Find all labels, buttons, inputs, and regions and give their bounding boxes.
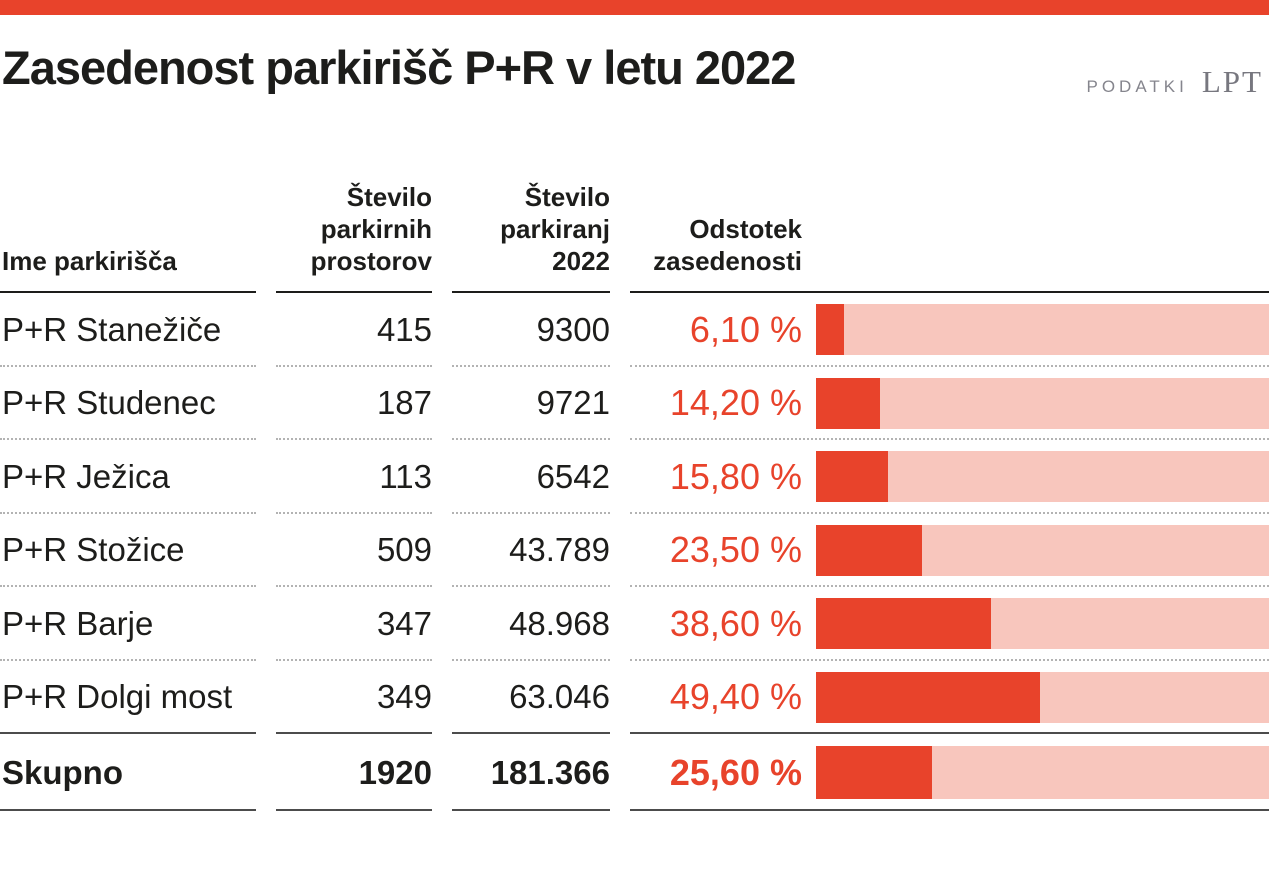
header-rule-segment xyxy=(452,291,610,293)
table-body: P+R Stanežiče 415 9300 6,10 % P+R Studen… xyxy=(0,293,1269,811)
row-rule-segment xyxy=(276,511,432,514)
row-rule-segment xyxy=(452,585,610,587)
row-occupancy-label: 38,60 % xyxy=(669,602,802,644)
header-rule-segment xyxy=(276,291,432,293)
row-spaces-value: 415 xyxy=(376,310,432,348)
row-occupancy-label: 23,50 % xyxy=(669,529,802,571)
header-rule-segment xyxy=(0,291,256,293)
occupancy-bar-fill xyxy=(816,524,923,576)
row-rule-segment xyxy=(630,658,1269,661)
row-rule-segment xyxy=(452,438,610,440)
source-name: LPT xyxy=(1201,64,1263,99)
row-rule-segment xyxy=(630,732,1269,734)
row-rule-segment xyxy=(452,364,610,367)
column-header-parkings: Število parkiranj 2022 xyxy=(500,182,610,276)
row-occupancy-label: 25,60 % xyxy=(669,751,802,793)
page-title: Zasedenost parkirišč P+R v letu 2022 xyxy=(2,41,796,94)
occupancy-bar-track xyxy=(816,304,1269,355)
row-rule-segment xyxy=(630,364,1269,367)
row-name: P+R Barje xyxy=(2,604,154,642)
column-header-spaces: Število parkirnih prostorov xyxy=(310,182,432,276)
row-name: P+R Studenec xyxy=(2,384,216,422)
row-rule-segment xyxy=(0,511,256,514)
row-occupancy-label: 14,20 % xyxy=(669,382,802,424)
occupancy-bar-fill xyxy=(816,598,991,649)
row-rule-segment xyxy=(630,585,1269,587)
row-rule-segment xyxy=(0,658,256,661)
header-rule-segment xyxy=(630,291,1269,293)
top-accent-bar xyxy=(0,0,1269,15)
row-rule-segment xyxy=(0,585,256,587)
row-spaces-value: 509 xyxy=(376,531,432,569)
occupancy-bar-fill xyxy=(816,451,888,502)
row-spaces-value: 347 xyxy=(376,604,432,642)
row-rule-segment xyxy=(276,732,432,734)
row-spaces-value: 1920 xyxy=(358,753,432,791)
occupancy-bar-fill xyxy=(816,377,881,429)
row-rule-segment xyxy=(0,732,256,734)
row-occupancy-label: 49,40 % xyxy=(669,676,802,718)
row-rule-segment xyxy=(0,809,256,811)
row-rule-segment xyxy=(276,658,432,661)
row-spaces-value: 113 xyxy=(379,457,432,495)
row-rule-segment xyxy=(452,511,610,514)
row-occupancy-label: 6,10 % xyxy=(689,308,802,350)
table-row: P+R Stožice 509 43.789 23,50 % xyxy=(0,514,1269,587)
row-rule-segment xyxy=(0,438,256,440)
table-row: P+R Ježica 113 6542 15,80 % xyxy=(0,440,1269,514)
occupancy-bar-track xyxy=(816,746,1269,799)
row-name: P+R Stanežiče xyxy=(2,310,222,348)
row-parkings-value: 6542 xyxy=(536,457,610,495)
row-parkings-value: 48.968 xyxy=(509,604,610,642)
table-row: P+R Studenec 187 9721 14,20 % xyxy=(0,367,1269,440)
row-spaces-value: 187 xyxy=(376,384,432,422)
occupancy-bar-track xyxy=(816,598,1269,649)
row-rule-segment xyxy=(630,438,1269,440)
row-rule-segment xyxy=(452,658,610,661)
row-name: P+R Ježica xyxy=(2,457,170,495)
table-row: Skupno 1920 181.366 25,60 % xyxy=(0,734,1269,811)
row-name: P+R Dolgi most xyxy=(2,678,233,716)
occupancy-bar-track xyxy=(816,524,1269,576)
column-header-occupancy: Odstotek zasedenosti xyxy=(653,214,802,276)
column-header-name: Ime parkirišča xyxy=(2,246,177,276)
row-name: Skupno xyxy=(2,753,123,791)
row-parkings-value: 43.789 xyxy=(509,531,610,569)
row-rule-segment xyxy=(0,364,256,367)
occupancy-bar-track xyxy=(816,377,1269,429)
occupancy-bar-track xyxy=(816,671,1269,723)
row-occupancy-label: 15,80 % xyxy=(669,455,802,497)
table-row: P+R Dolgi most 349 63.046 49,40 % xyxy=(0,661,1269,734)
row-parkings-value: 9721 xyxy=(536,384,610,422)
row-parkings-value: 181.366 xyxy=(490,753,610,791)
occupancy-bar-track xyxy=(816,451,1269,502)
row-spaces-value: 349 xyxy=(376,678,432,716)
row-rule-segment xyxy=(452,732,610,734)
occupancy-bar-fill xyxy=(816,746,932,799)
table-row: P+R Stanežiče 415 9300 6,10 % xyxy=(0,293,1269,367)
row-name: P+R Stožice xyxy=(2,531,185,569)
row-rule-segment xyxy=(630,511,1269,514)
occupancy-bar-fill xyxy=(816,671,1040,723)
row-rule-segment xyxy=(452,809,610,811)
row-rule-segment xyxy=(276,438,432,440)
row-parkings-value: 63.046 xyxy=(509,678,610,716)
data-source: PODATKI LPT xyxy=(1087,64,1264,100)
table-row: P+R Barje 347 48.968 38,60 % xyxy=(0,587,1269,661)
table-header: Ime parkirišča Število parkirnih prostor… xyxy=(0,150,1269,293)
row-rule-segment xyxy=(630,809,1269,811)
row-rule-segment xyxy=(276,364,432,367)
row-rule-segment xyxy=(276,809,432,811)
source-label: PODATKI xyxy=(1086,77,1188,96)
row-rule-segment xyxy=(276,585,432,587)
row-parkings-value: 9300 xyxy=(536,310,610,348)
occupancy-bar-fill xyxy=(816,304,844,355)
